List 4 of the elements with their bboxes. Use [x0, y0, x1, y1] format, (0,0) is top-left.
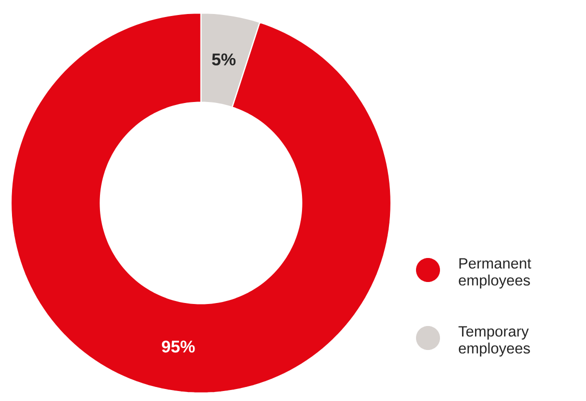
data-label: 5% — [212, 53, 236, 66]
legend-label: Permanent employees — [458, 258, 532, 289]
legend-label: Temporary employees — [458, 326, 530, 357]
data-label: 95% — [162, 340, 195, 353]
